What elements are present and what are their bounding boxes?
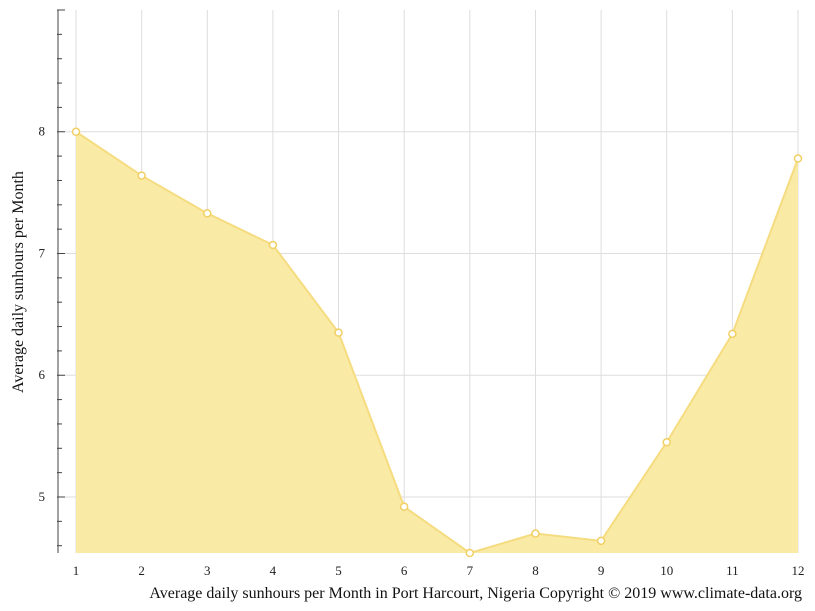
x-tick-label: 5 bbox=[335, 563, 342, 578]
x-tick-label: 6 bbox=[401, 563, 408, 578]
data-point-marker bbox=[531, 529, 540, 538]
area-fill bbox=[76, 131, 798, 553]
x-tick-label: 1 bbox=[73, 563, 80, 578]
y-tick-label: 5 bbox=[39, 489, 46, 504]
y-tick-label: 7 bbox=[39, 245, 46, 260]
data-point-marker bbox=[465, 548, 475, 558]
data-point-marker bbox=[596, 536, 606, 546]
x-tick-label: 3 bbox=[204, 563, 211, 578]
data-markers bbox=[71, 127, 803, 558]
y-tick-label: 8 bbox=[39, 124, 46, 139]
data-point-marker bbox=[334, 328, 343, 337]
x-tick-label: 12 bbox=[792, 563, 805, 578]
chart-caption: Average daily sunhours per Month in Port… bbox=[149, 585, 802, 602]
y-axis-title: Average daily sunhours per Month bbox=[10, 171, 27, 393]
x-tick-label: 2 bbox=[138, 563, 145, 578]
data-point-marker bbox=[268, 240, 278, 250]
y-axis bbox=[57, 9, 65, 553]
data-point-marker bbox=[728, 329, 737, 339]
area-series bbox=[75, 130, 799, 555]
data-point-marker bbox=[203, 209, 212, 218]
data-point-marker bbox=[71, 127, 81, 136]
x-tick-label: 11 bbox=[726, 563, 739, 578]
x-tick-label: 8 bbox=[532, 563, 539, 578]
x-tick-label: 9 bbox=[598, 563, 605, 578]
y-tick-label: 6 bbox=[39, 367, 46, 382]
data-point-marker bbox=[137, 171, 146, 180]
x-tick-label: 10 bbox=[660, 563, 673, 578]
data-point-marker bbox=[662, 437, 671, 447]
data-point-marker bbox=[399, 502, 409, 511]
x-tick-label: 7 bbox=[467, 563, 474, 578]
x-tick-label: 4 bbox=[270, 563, 277, 578]
data-point-marker bbox=[793, 154, 803, 163]
series-line bbox=[75, 130, 799, 555]
